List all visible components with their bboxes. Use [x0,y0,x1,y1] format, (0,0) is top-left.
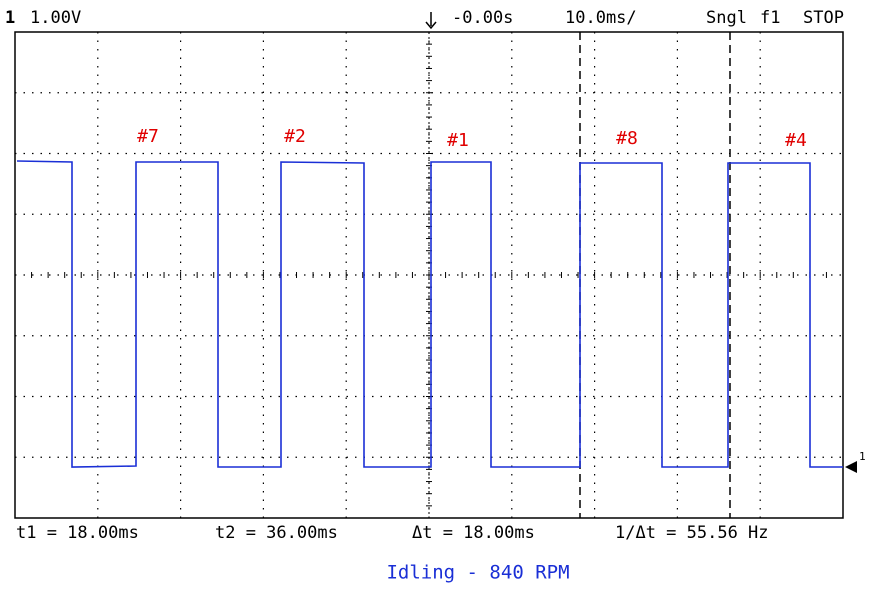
trigger-source: f1 [760,8,780,28]
trigger-position-marker [425,12,437,30]
measurement: Δt = 18.00ms [412,523,535,543]
timebase: 10.0ms/ [565,8,637,28]
measurement: t2 = 36.00ms [215,523,338,543]
cylinder-label: #8 [616,128,638,149]
cylinder-label: #2 [284,126,306,147]
ground-marker [845,461,857,473]
volts-per-div: 1.00V [30,8,81,28]
caption: Idling - 840 RPM [386,562,569,584]
cylinder-label: #1 [447,130,469,151]
waveform [16,160,843,468]
cylinder-label: #4 [785,130,807,151]
delay: -0.00s [452,8,513,28]
channel-number: 1 [5,8,15,28]
acquisition-mode: Sngl [706,8,747,28]
ground-marker-label: 1 [859,450,866,463]
run-status: STOP [803,8,844,28]
cylinder-label: #7 [137,126,159,147]
graticule-border [14,31,844,519]
cylinder-labels: #7 #2 #1 #8 #4 [137,126,807,151]
measurements: t1 = 18.00ms t2 = 36.00ms Δt = 18.00ms 1/Δt… [16,523,769,543]
graticule [14,31,844,519]
measurement: t1 = 18.00ms [16,523,139,543]
measurement: 1/Δt = 55.56 Hz [615,523,769,543]
